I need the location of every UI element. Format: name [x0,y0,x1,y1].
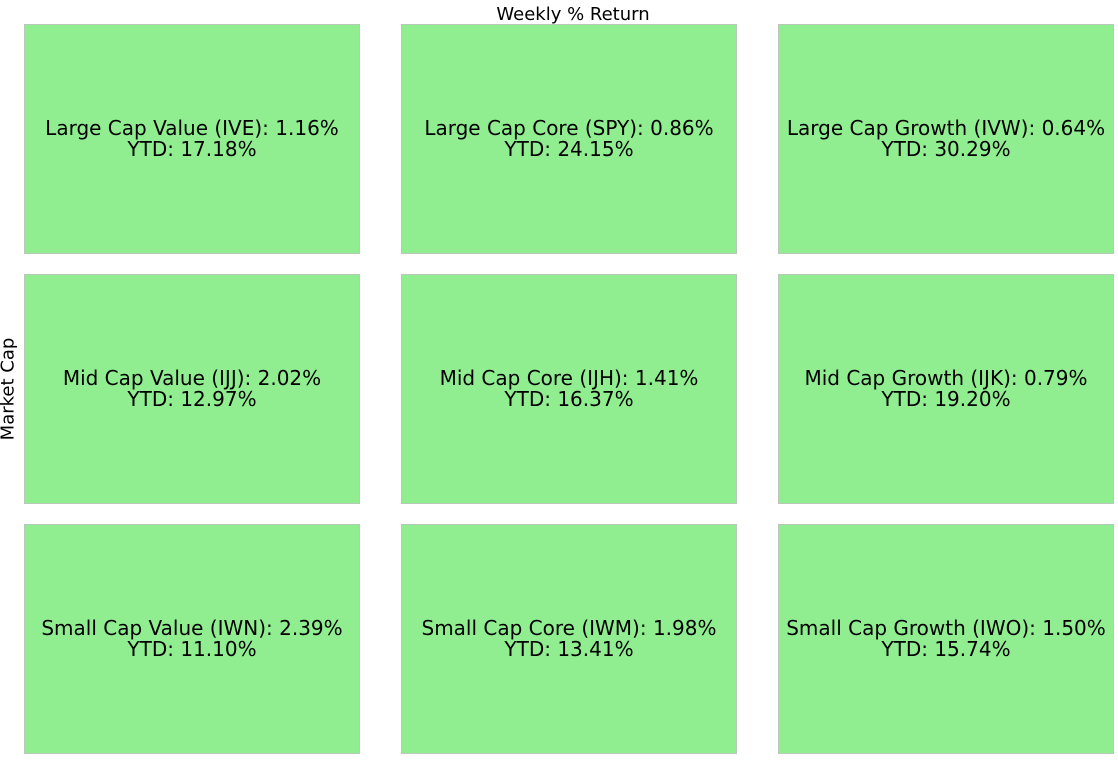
cell-ytd: YTD: 17.18% [127,137,257,161]
cell-label: Small Cap Core (IWM): 1.98% [421,616,717,640]
cell-mid-cap-value: Mid Cap Value (IJJ): 2.02% YTD: 12.97% [24,274,360,504]
cell-ytd: YTD: 30.29% [881,137,1011,161]
cell-label: Mid Cap Value (IJJ): 2.02% [62,366,322,390]
cell-small-cap-core: Small Cap Core (IWM): 1.98% YTD: 13.41% [401,524,737,754]
style-box-grid: Large Cap Value (IVE): 1.16% YTD: 17.18%… [24,24,1114,754]
cell-label: Large Cap Value (IVE): 1.16% [45,116,339,140]
cell-small-cap-growth: Small Cap Growth (IWO): 1.50% YTD: 15.74… [778,524,1114,754]
cell-large-cap-growth: Large Cap Growth (IVW): 0.64% YTD: 30.29… [778,24,1114,254]
cell-ytd: YTD: 24.15% [504,137,634,161]
y-axis-label: Market Cap [0,337,19,441]
cell-ytd: YTD: 12.97% [127,387,257,411]
cell-ytd: YTD: 11.10% [127,637,257,661]
cell-ytd: YTD: 19.20% [881,387,1011,411]
cell-label: Mid Cap Core (IJH): 1.41% [439,366,699,390]
cell-ytd: YTD: 13.41% [504,637,634,661]
cell-small-cap-value: Small Cap Value (IWN): 2.39% YTD: 11.10% [24,524,360,754]
cell-mid-cap-growth: Mid Cap Growth (IJK): 0.79% YTD: 19.20% [778,274,1114,504]
cell-label: Small Cap Growth (IWO): 1.50% [786,616,1106,640]
cell-large-cap-value: Large Cap Value (IVE): 1.16% YTD: 17.18% [24,24,360,254]
chart-title: Weekly % Return [496,4,650,25]
cell-label: Mid Cap Growth (IJK): 0.79% [804,366,1088,390]
cell-label: Large Cap Core (SPY): 0.86% [424,116,714,140]
cell-large-cap-core: Large Cap Core (SPY): 0.86% YTD: 24.15% [401,24,737,254]
cell-ytd: YTD: 15.74% [881,637,1011,661]
cell-ytd: YTD: 16.37% [504,387,634,411]
cell-mid-cap-core: Mid Cap Core (IJH): 1.41% YTD: 16.37% [401,274,737,504]
cell-label: Large Cap Growth (IVW): 0.64% [786,116,1106,140]
cell-label: Small Cap Value (IWN): 2.39% [41,616,343,640]
